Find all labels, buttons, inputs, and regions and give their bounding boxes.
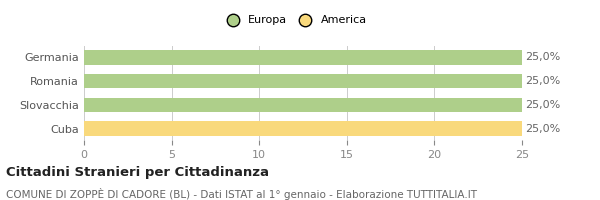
Bar xyxy=(84,50,522,65)
Text: 25,0%: 25,0% xyxy=(526,52,561,62)
Text: Cittadini Stranieri per Cittadinanza: Cittadini Stranieri per Cittadinanza xyxy=(6,166,269,179)
Text: 25,0%: 25,0% xyxy=(526,100,561,110)
Text: COMUNE DI ZOPPÈ DI CADORE (BL) - Dati ISTAT al 1° gennaio - Elaborazione TUTTITA: COMUNE DI ZOPPÈ DI CADORE (BL) - Dati IS… xyxy=(6,188,477,200)
Bar xyxy=(84,121,522,136)
Bar xyxy=(84,74,522,88)
Text: 25,0%: 25,0% xyxy=(526,76,561,86)
Bar xyxy=(84,98,522,112)
Legend: Europa, America: Europa, America xyxy=(218,12,370,29)
Text: 25,0%: 25,0% xyxy=(526,124,561,134)
